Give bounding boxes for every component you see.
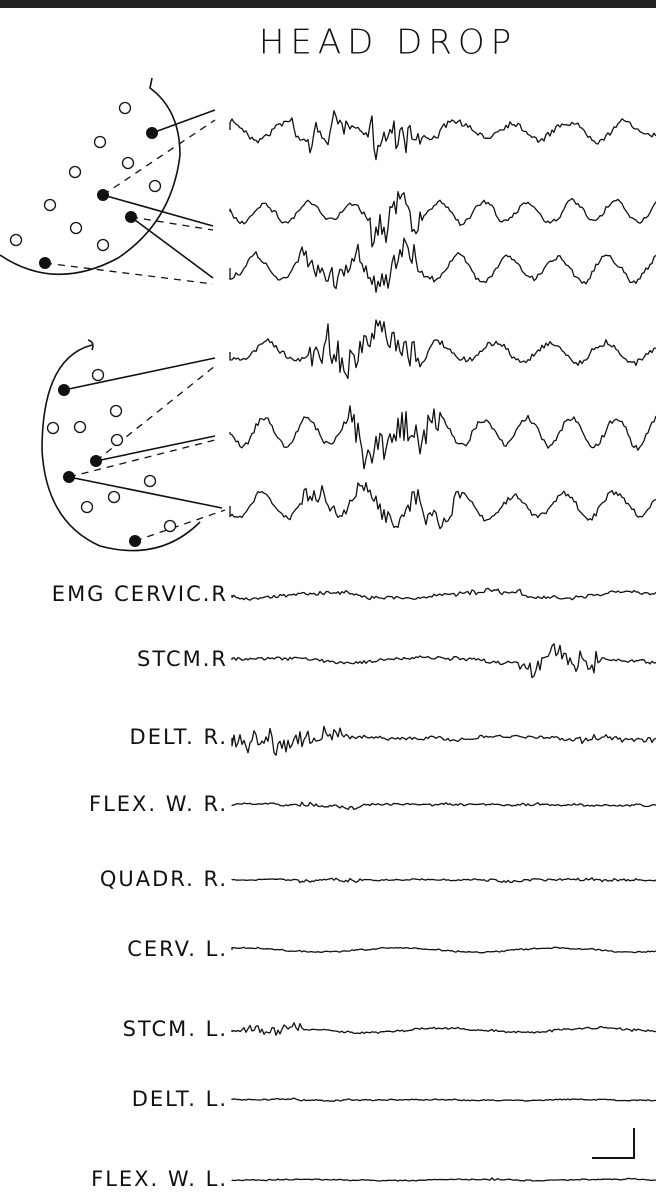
- channel-label: STCM.R: [137, 647, 228, 671]
- trace: [229, 237, 656, 293]
- trace: [229, 481, 656, 530]
- trace: [231, 725, 656, 756]
- head-diagram-bottom: [41, 339, 226, 552]
- channel-label: QUADR. R.: [100, 867, 228, 891]
- channel-label: FLEX. W. L.: [91, 1167, 228, 1191]
- trace: [231, 643, 656, 679]
- head-diagram-top: [0, 77, 216, 285]
- channel-label: DELT. R.: [130, 725, 228, 749]
- trace: [231, 1022, 656, 1036]
- channel-label: DELT. L.: [132, 1087, 228, 1111]
- scale-bar: [592, 1128, 635, 1159]
- trace: [229, 191, 656, 248]
- trace: [231, 946, 656, 954]
- trace: [231, 587, 656, 601]
- channel-label: EMG CERVIC.R: [52, 582, 228, 606]
- channel-label: CERV. L.: [127, 937, 228, 961]
- trace: [229, 319, 656, 380]
- figure-title: HEAD DROP: [259, 23, 517, 63]
- channel-label: FLEX. W. R.: [89, 792, 228, 816]
- trace: [231, 801, 656, 811]
- trace: [231, 1177, 656, 1182]
- top-border: [0, 0, 656, 8]
- trace: [229, 110, 656, 161]
- trace: [231, 877, 656, 884]
- trace: [231, 1097, 656, 1102]
- channel-label: STCM. L.: [123, 1017, 228, 1041]
- trace: [229, 405, 656, 470]
